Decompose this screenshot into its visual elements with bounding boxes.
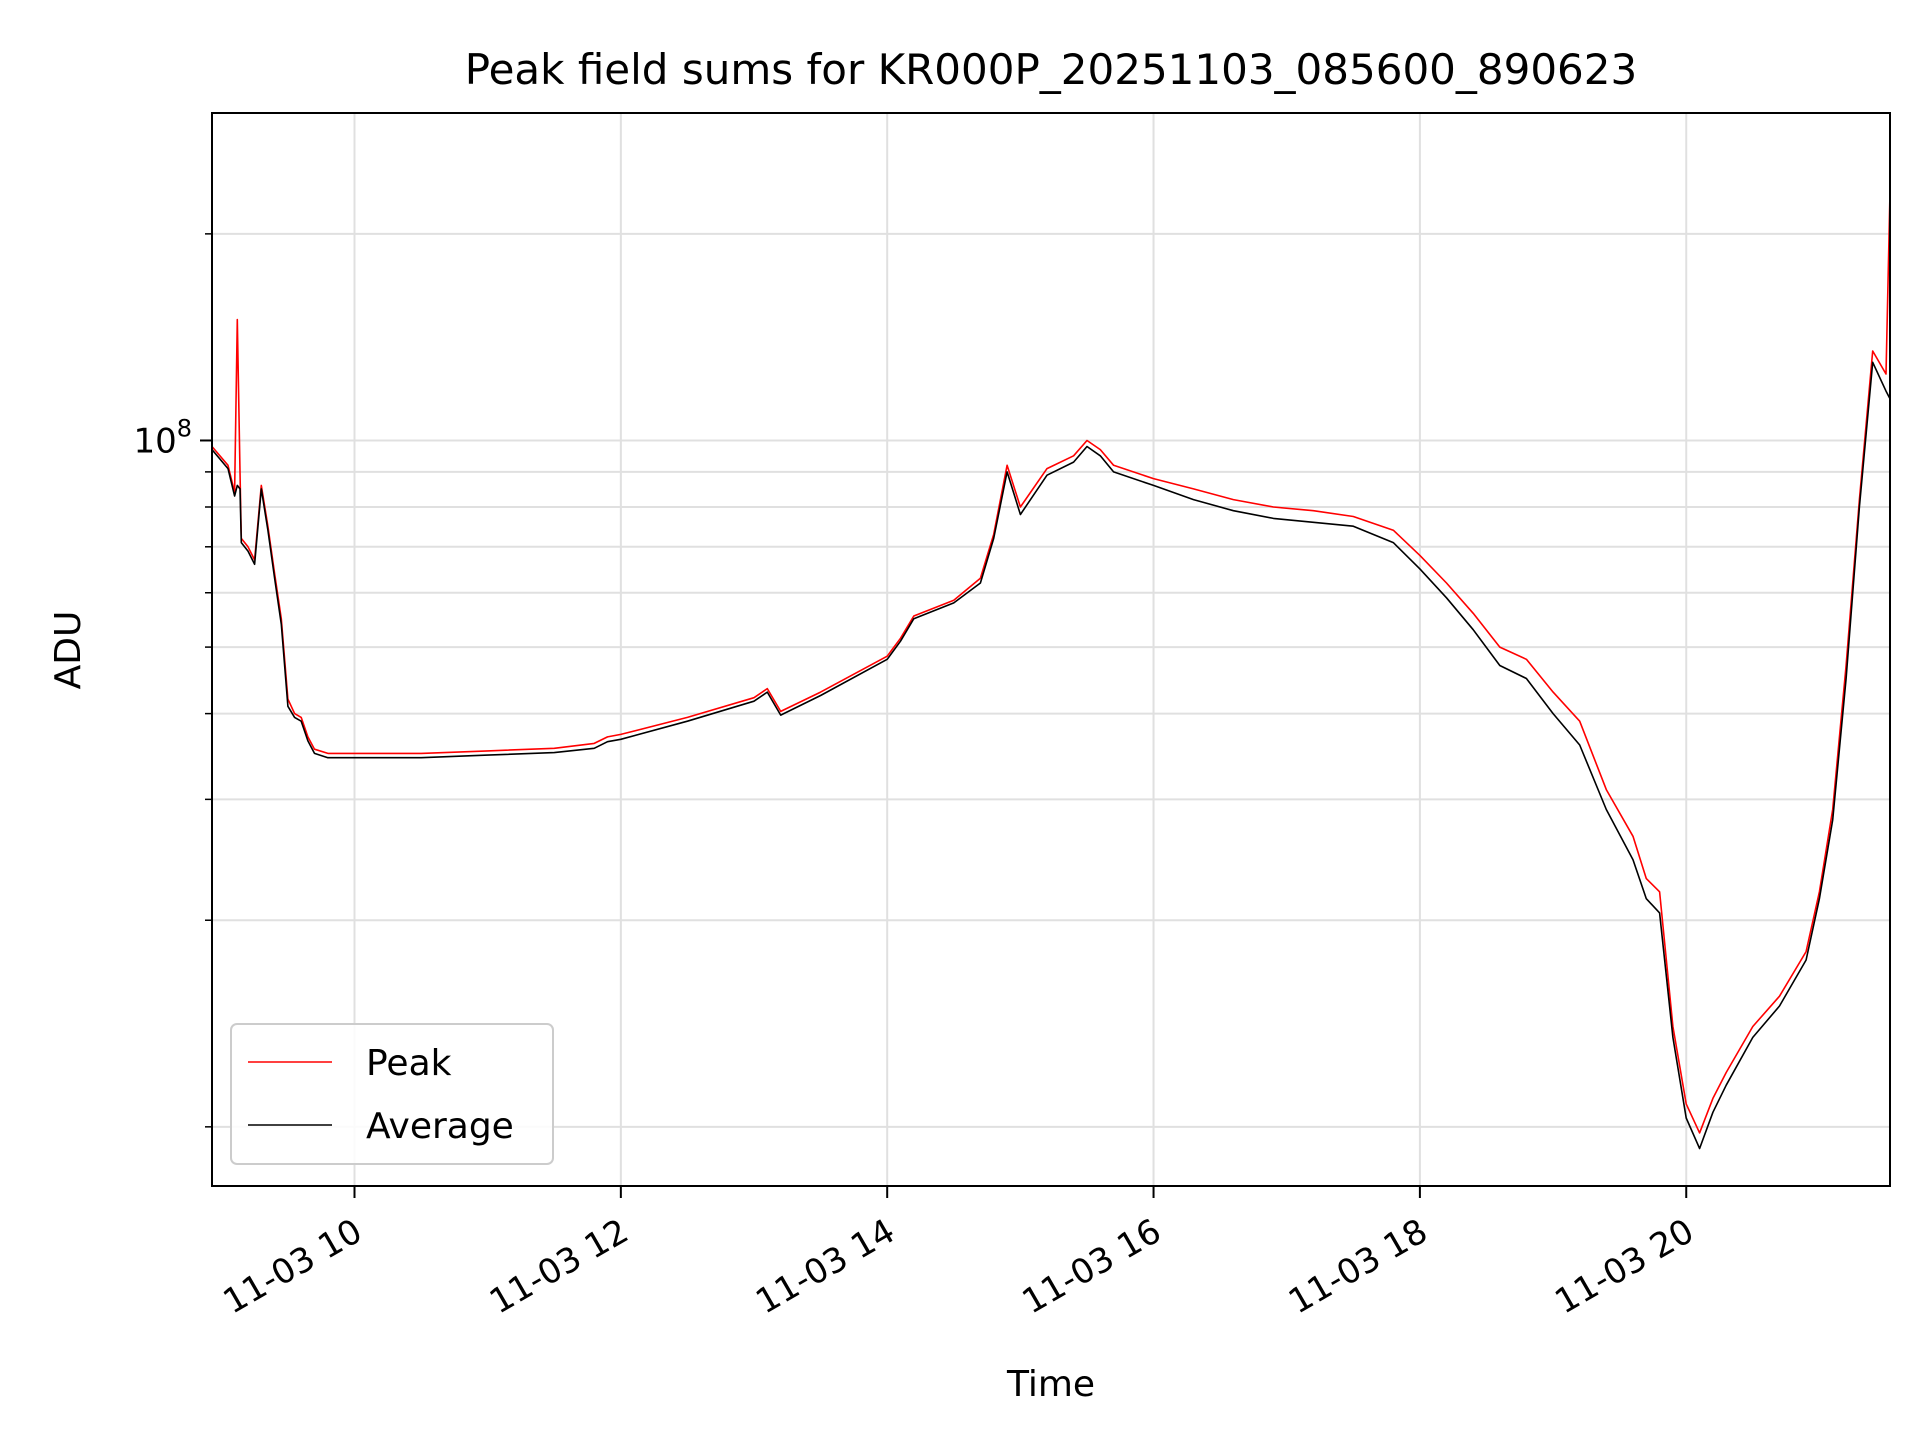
y-axis-label: ADU bbox=[48, 611, 89, 690]
grid bbox=[212, 113, 1890, 1186]
plot-frame bbox=[211, 112, 1891, 1187]
chart-title: Peak field sums for KR000P_20251103_0856… bbox=[465, 45, 1637, 94]
legend-peak-label: Peak bbox=[366, 1043, 452, 1084]
x-axis-label: Time bbox=[1006, 1364, 1095, 1405]
y-tick-label: 108 bbox=[133, 414, 192, 461]
series-line-peak bbox=[211, 192, 1891, 1134]
legend-box bbox=[230, 1023, 554, 1165]
series-lines bbox=[211, 192, 1891, 1150]
y-axis: 108 bbox=[133, 233, 212, 1128]
legend: Peak Average bbox=[230, 1023, 554, 1165]
legend-average-label: Average bbox=[366, 1106, 514, 1147]
series-line-average bbox=[211, 361, 1891, 1150]
